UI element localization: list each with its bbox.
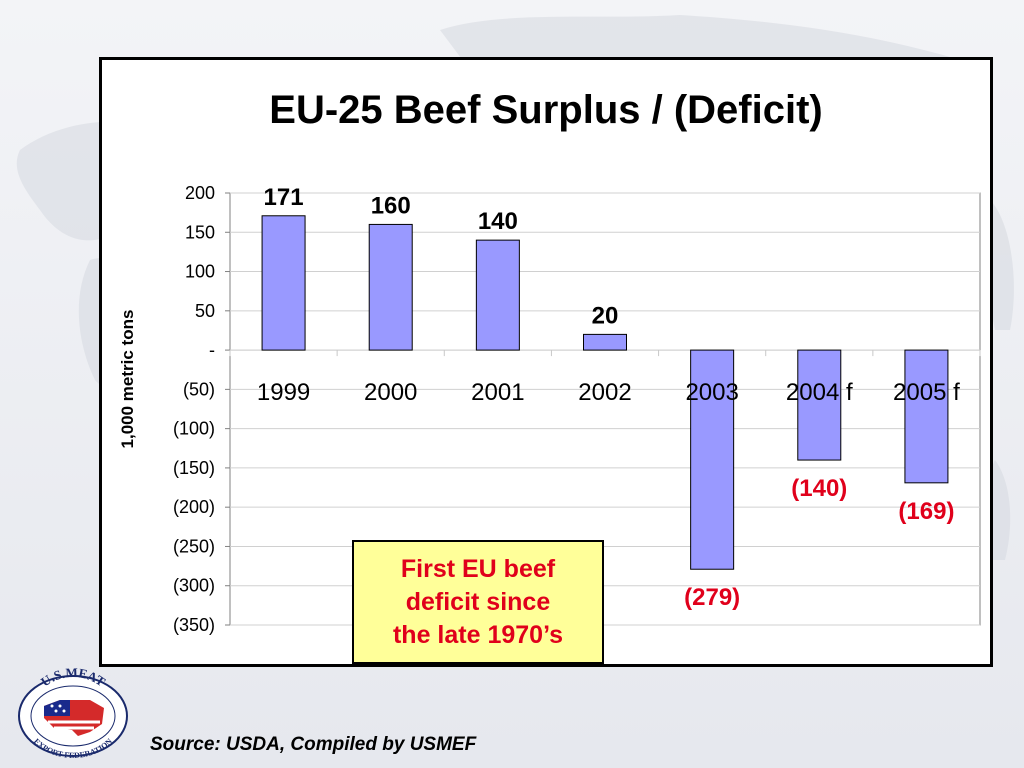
y-tick-label: (350)	[173, 615, 215, 635]
callout-line-2: deficit since	[405, 587, 551, 616]
x-tick-label: 2001	[471, 379, 524, 406]
y-tick-label: (300)	[173, 576, 215, 596]
x-tick-label: 2000	[364, 379, 417, 406]
bar-2003	[690, 349, 735, 570]
bar-chart: 200 150 100 50 - (50) (100) (150) (200) (250) (300…	[118, 183, 981, 635]
x-tick-label: 2005 f	[893, 379, 960, 406]
plot-area	[229, 192, 981, 626]
y-tick-label: 100	[185, 262, 215, 282]
logo-text-top: U.S.MEAT	[38, 666, 108, 690]
y-tick-label: (250)	[173, 536, 215, 556]
y-axis-label: 1,000 metric tons	[118, 310, 137, 449]
y-tick-label: (200)	[173, 497, 215, 517]
source-note: Source: USDA, Compiled by USMEF	[150, 734, 477, 755]
y-tick-label: 50	[195, 301, 215, 321]
x-tick-label: 2002	[578, 379, 631, 406]
y-tick-label: (100)	[173, 419, 215, 439]
callout-line-3: the late 1970’s	[392, 620, 563, 649]
data-label: 171	[264, 184, 304, 211]
usmef-logo-icon: U.S.MEAT EXPORT FEDERATION	[18, 666, 128, 758]
callout-box: First EU beef deficit since the late 197…	[352, 540, 604, 664]
data-label: 160	[371, 192, 411, 219]
bar-2001	[475, 239, 520, 351]
data-label: (279)	[684, 584, 740, 611]
bar-2005-f	[904, 349, 949, 484]
bar-2000	[368, 223, 413, 351]
data-label: (140)	[791, 475, 847, 502]
y-tick-label: -	[209, 340, 215, 360]
y-tick-label: 150	[185, 222, 215, 242]
x-tick-label: 1999	[257, 379, 310, 406]
bar-2004-f	[797, 349, 842, 461]
chart-title: EU-25 Beef Surplus / (Deficit)	[269, 88, 823, 132]
svg-text:U.S.MEAT: U.S.MEAT	[38, 666, 108, 690]
bar-2002	[583, 333, 627, 351]
callout-line-1: First EU beef	[400, 554, 556, 583]
y-tick-label: 200	[185, 183, 215, 203]
x-tick-label: 2004 f	[786, 379, 853, 406]
chart-frame: EU-25 Beef Surplus / (Deficit) 200 150 100…	[99, 57, 993, 667]
data-label: (169)	[898, 498, 954, 525]
y-tick-label: (150)	[173, 458, 215, 478]
data-label: 140	[478, 208, 518, 235]
y-tick-label: (50)	[183, 379, 215, 399]
x-tick-label: 2003	[685, 379, 738, 406]
bar-1999	[261, 215, 306, 351]
data-label: 20	[592, 302, 619, 329]
